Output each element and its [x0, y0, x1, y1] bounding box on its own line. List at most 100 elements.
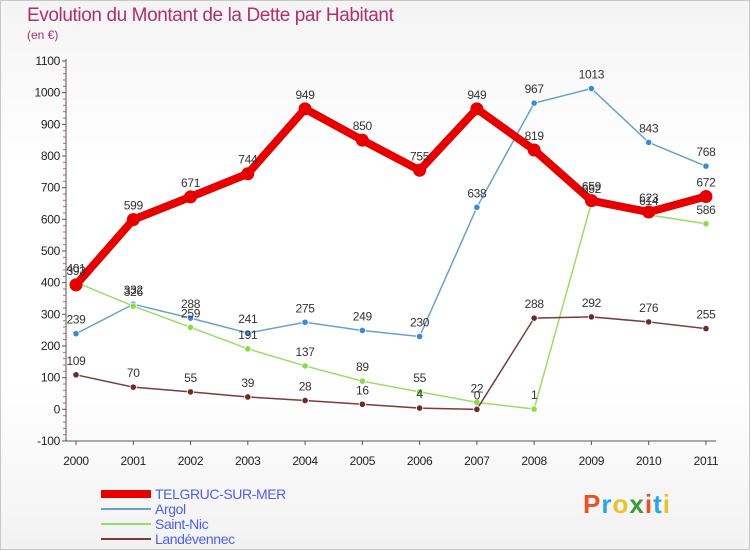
data-point-landevennec: [301, 396, 309, 405]
legend-label-saint-nic: Saint-Nic: [155, 516, 209, 532]
logo-letter: o: [612, 489, 630, 519]
y-tick-label: 700: [41, 181, 61, 195]
data-point-telgruc-sur-mer: [413, 163, 427, 177]
data-point-landevennec: [702, 324, 710, 333]
data-label-telgruc-sur-mer: 671: [181, 176, 201, 190]
data-point-argol: [244, 329, 252, 337]
data-label-landevennec: 0: [474, 388, 481, 402]
legend-label-telgruc-sur-mer: TELGRUC-SUR-MER: [155, 486, 286, 502]
data-point-saint-nic: [473, 398, 481, 406]
data-point-saint-nic: [358, 377, 366, 385]
data-point-landevennec: [129, 383, 137, 391]
data-label-saint-nic: 326: [124, 285, 144, 299]
y-tick-label: 600: [41, 212, 61, 226]
data-label-landevennec: 28: [299, 379, 312, 393]
x-tick-label: 2002: [178, 454, 204, 468]
data-label-saint-nic: 55: [413, 371, 426, 385]
data-point-argol: [473, 203, 481, 211]
data-point-saint-nic: [129, 302, 137, 310]
x-tick-label: 2009: [579, 454, 605, 468]
data-label-telgruc-sur-mer: 949: [296, 88, 316, 102]
data-point-telgruc-sur-mer: [241, 167, 255, 181]
data-label-telgruc-sur-mer: 393: [66, 264, 86, 278]
data-label-landevennec: 16: [356, 383, 369, 397]
series-line-telgruc-sur-mer: [72, 104, 710, 289]
y-tick-label: -100: [37, 434, 60, 448]
data-label-argol: 249: [353, 309, 373, 323]
data-point-landevennec: [530, 314, 538, 322]
data-label-landevennec: 70: [127, 366, 140, 380]
data-label-saint-nic: 401: [66, 261, 86, 275]
data-point-argol: [587, 84, 596, 93]
data-point-argol: [530, 99, 538, 107]
x-tick-label: 2001: [121, 454, 147, 468]
series-line-landevennec: [75, 316, 707, 411]
data-point-telgruc-sur-mer: [126, 213, 140, 227]
data-label-telgruc-sur-mer: 672: [696, 176, 716, 190]
x-tick-label: 2010: [636, 454, 662, 468]
y-tick-label: 900: [41, 117, 61, 131]
data-point-saint-nic: [416, 388, 424, 396]
y-tick-label: 500: [41, 244, 61, 258]
chart-title: Evolution du Montant de la Dette par Hab…: [27, 5, 394, 26]
logo-letter: i: [662, 489, 671, 519]
data-label-landevennec: 292: [582, 296, 602, 310]
data-point-telgruc-sur-mer: [699, 190, 713, 204]
x-tick-label: 2007: [464, 454, 490, 468]
logo-letter: i: [644, 489, 654, 519]
data-label-saint-nic: 614: [639, 194, 659, 208]
series-line-argol: [75, 87, 707, 338]
data-point-landevennec: [587, 313, 596, 321]
data-point-telgruc-sur-mer: [584, 194, 598, 208]
data-label-landevennec: 288: [525, 297, 545, 311]
data-point-saint-nic: [301, 362, 309, 370]
series-layer: [69, 84, 713, 413]
data-point-argol: [416, 332, 424, 341]
data-label-saint-nic: 1: [531, 388, 538, 402]
data-label-telgruc-sur-mer: 819: [525, 129, 545, 143]
data-label-landevennec: 39: [241, 376, 254, 390]
data-label-landevennec: 55: [184, 371, 197, 385]
data-label-saint-nic: 22: [471, 381, 484, 395]
data-label-telgruc-sur-mer: 623: [639, 191, 659, 205]
data-label-argol: 843: [639, 121, 659, 135]
x-tick-label: 2006: [407, 454, 433, 468]
data-label-saint-nic: 137: [296, 345, 316, 359]
data-label-argol: 275: [296, 301, 316, 315]
y-tick-label: 400: [41, 276, 61, 290]
data-label-telgruc-sur-mer: 949: [467, 88, 487, 102]
data-point-landevennec: [244, 393, 252, 401]
data-point-telgruc-sur-mer: [527, 143, 541, 157]
y-tick-label: 1100: [35, 54, 60, 68]
x-tick-label: 2004: [292, 454, 318, 468]
data-point-argol: [301, 318, 309, 326]
data-point-landevennec: [72, 371, 80, 379]
data-label-saint-nic: 259: [181, 306, 201, 320]
data-point-landevennec: [416, 404, 424, 412]
data-label-argol: 230: [410, 316, 430, 330]
data-point-landevennec: [473, 405, 481, 413]
x-tick-label: 2008: [521, 454, 547, 468]
y-tick-label: 300: [41, 307, 61, 321]
axes: -100010020030040050060070080090010001100…: [35, 54, 720, 468]
data-label-saint-nic: 191: [238, 328, 258, 342]
data-point-argol: [72, 330, 80, 338]
data-label-landevennec: 276: [639, 301, 659, 315]
x-tick-label: 2000: [63, 454, 89, 468]
x-tick-label: 2005: [350, 454, 376, 468]
data-label-argol: 768: [696, 145, 716, 159]
data-point-telgruc-sur-mer: [184, 190, 198, 204]
data-label-landevennec: 109: [66, 354, 86, 368]
data-label-argol: 638: [467, 186, 487, 200]
y-tick-label: 0: [54, 402, 61, 416]
data-label-argol: 1013: [579, 68, 605, 82]
data-point-telgruc-sur-mer: [470, 102, 484, 116]
data-label-telgruc-sur-mer: 755: [410, 149, 430, 163]
data-point-argol: [645, 138, 653, 146]
data-label-telgruc-sur-mer: 850: [353, 119, 373, 133]
legend-label-argol: Argol: [155, 501, 186, 517]
data-point-saint-nic: [186, 323, 195, 331]
